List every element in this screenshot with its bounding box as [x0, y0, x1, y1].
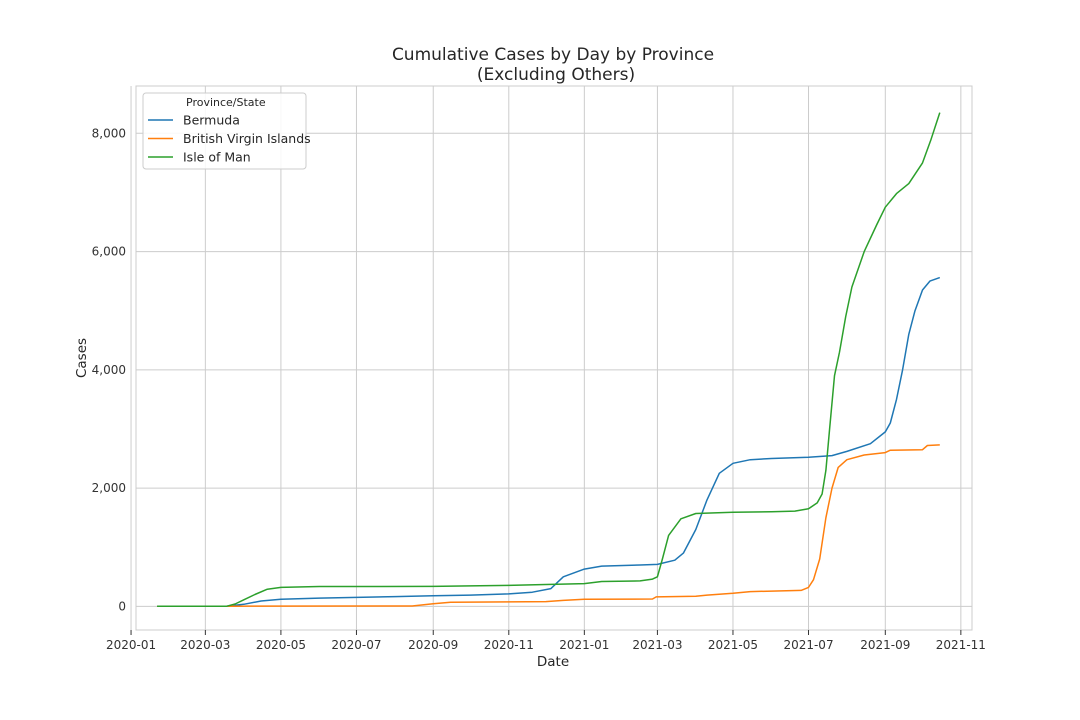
- legend: Province/State Bermuda British Virgin Isl…: [142, 92, 311, 170]
- plot-frame: [135, 85, 973, 631]
- x-tick-label: 2021-05: [708, 638, 758, 652]
- series-line-british-virgin-islands: [157, 444, 940, 608]
- series-line-isle-of-man: [157, 112, 941, 608]
- x-tick-label: 2021-01: [559, 638, 609, 652]
- y-tick-label: 6,000: [92, 245, 126, 259]
- y-axis-ticks: 0 2,000 4,000 6,000 8,000: [92, 126, 126, 613]
- legend-label: Isle of Man: [183, 150, 251, 165]
- legend-label: British Virgin Islands: [183, 131, 311, 146]
- x-tick-label: 2020-09: [408, 638, 458, 652]
- chart-title: Cumulative Cases by Day by Province: [392, 45, 714, 65]
- series-line-bermuda: [157, 276, 941, 608]
- y-tick-label: 2,000: [92, 481, 126, 495]
- y-tick-label: 4,000: [92, 363, 126, 377]
- x-tick-label: 2021-09: [860, 638, 910, 652]
- x-axis-ticks: 2020-01 2020-03 2020-05 2020-07 2020-09 2020-…: [106, 630, 986, 652]
- x-axis-label: Date: [537, 654, 569, 670]
- x-tick-label: 2020-03: [180, 638, 230, 652]
- series-lines: [157, 112, 941, 608]
- legend-title: Province/State: [186, 96, 266, 109]
- legend-box: [142, 92, 307, 170]
- x-tick-label: 2021-07: [783, 638, 833, 652]
- y-axis-label: Cases: [74, 338, 90, 378]
- y-tick-label: 0: [118, 599, 126, 613]
- x-tick-label: 2021-11: [936, 638, 986, 652]
- x-tick-label: 2020-11: [484, 638, 534, 652]
- x-tick-label: 2020-05: [256, 638, 306, 652]
- chart-subtitle: (Excluding Others): [477, 65, 635, 85]
- legend-items: Bermuda British Virgin Islands Isle of Man: [148, 113, 311, 165]
- x-tick-label: 2021-03: [632, 638, 682, 652]
- x-tick-label: 2020-01: [106, 638, 156, 652]
- legend-label: Bermuda: [183, 113, 240, 128]
- y-tick-label: 8,000: [92, 126, 126, 140]
- x-tick-label: 2020-07: [331, 638, 381, 652]
